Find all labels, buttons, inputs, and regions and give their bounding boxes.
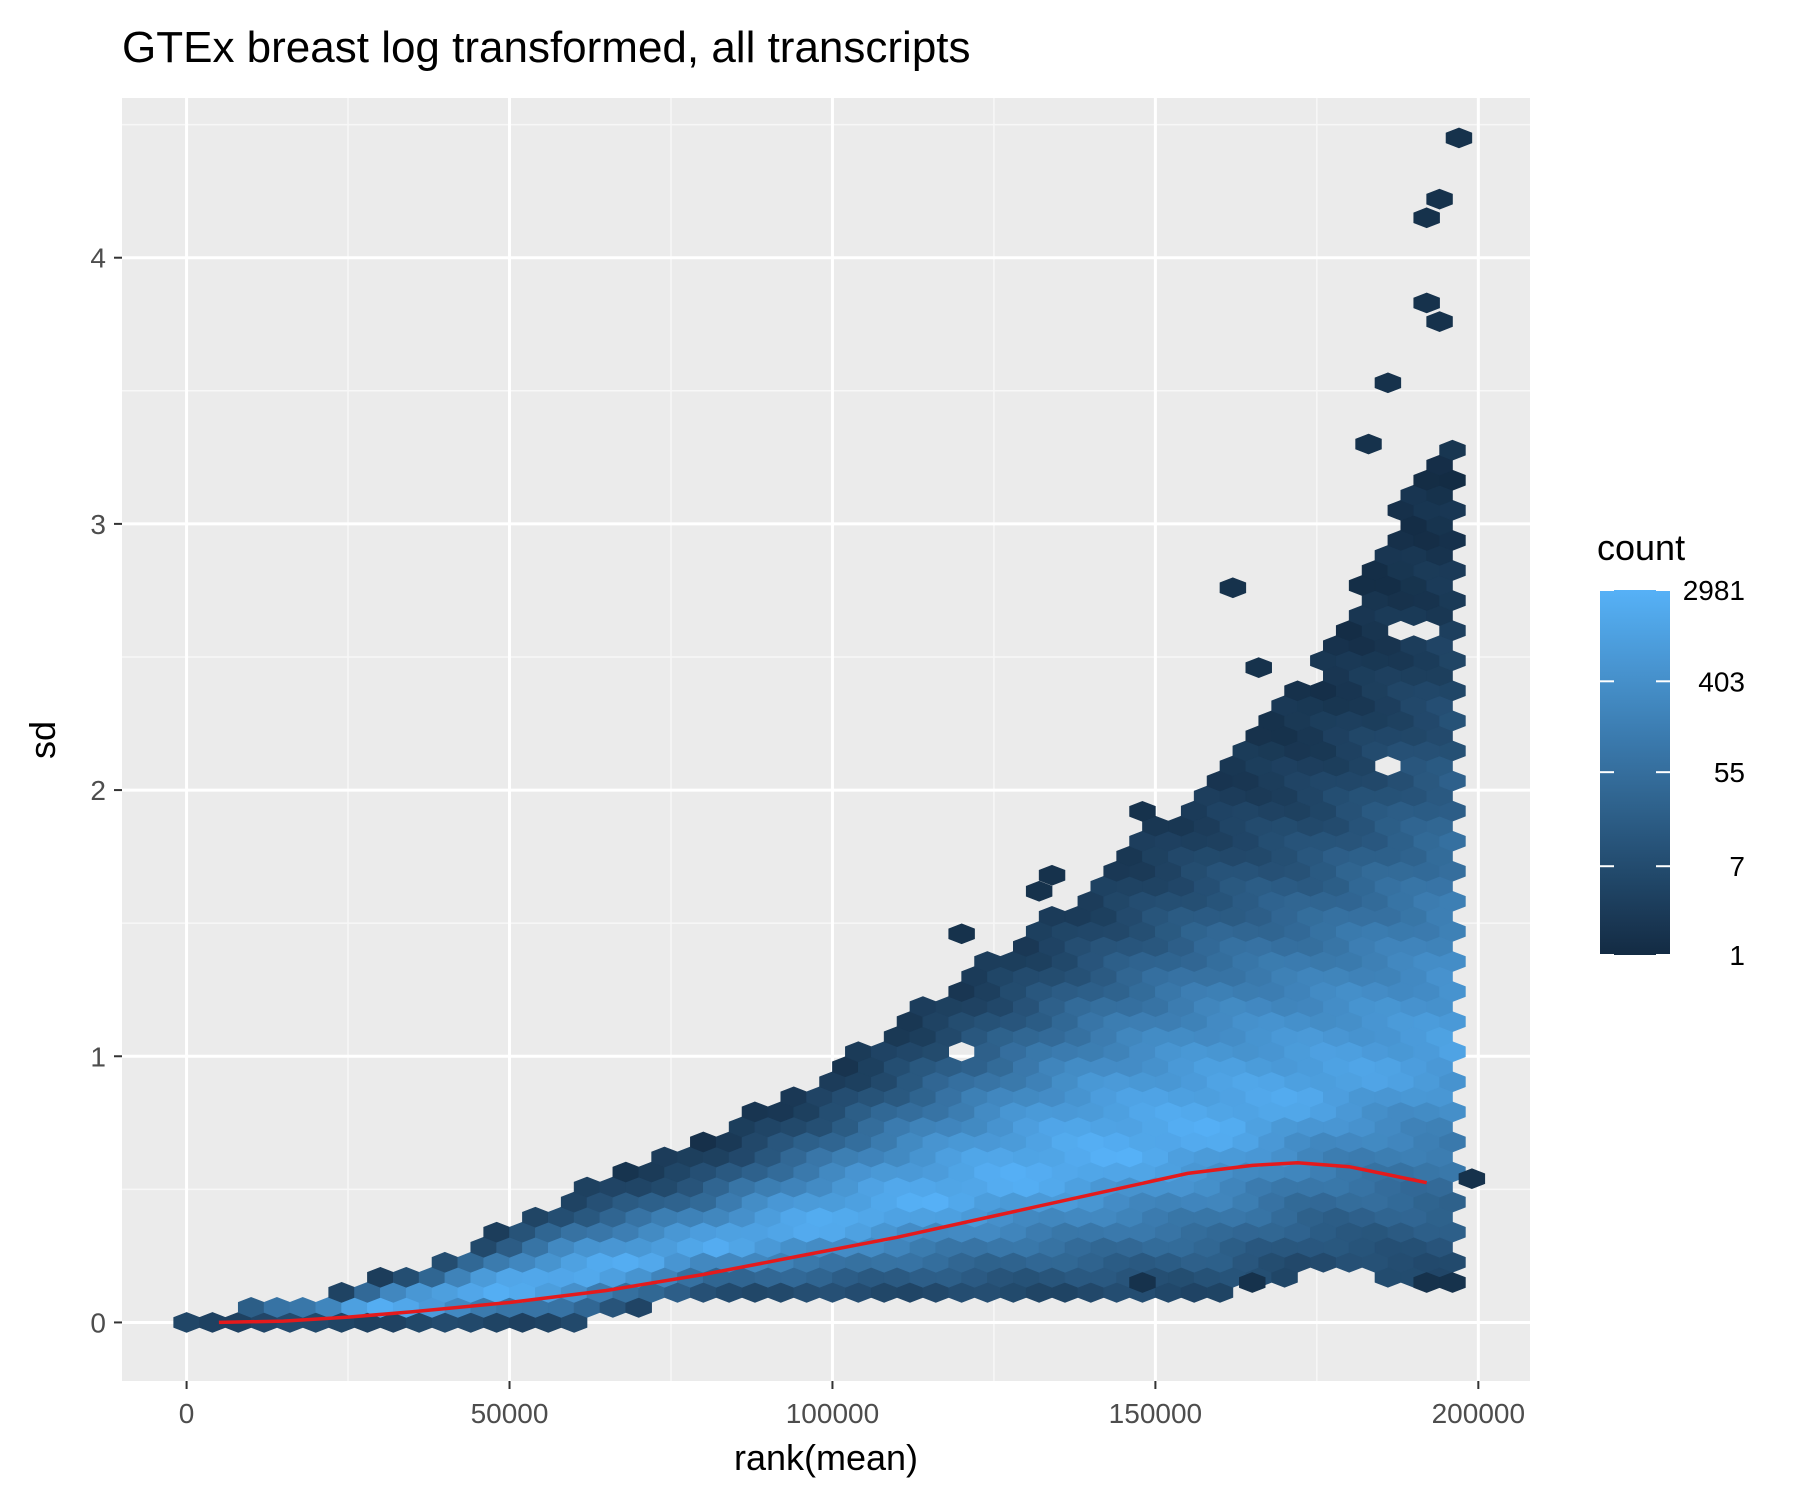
hex-cell-outlier [1426, 311, 1453, 332]
legend-title: count [1597, 527, 1685, 568]
hex-cell-outlier [1413, 207, 1440, 229]
major-gridlines [122, 98, 1530, 1381]
hex-cell-outlier [1038, 864, 1066, 886]
x-tick-label: 100000 [786, 1398, 879, 1429]
hex-cell-outlier [1239, 1272, 1266, 1293]
y-tick-label: 1 [90, 1041, 106, 1072]
y-axis-title: sd [22, 721, 63, 759]
y-tick-label: 0 [90, 1307, 106, 1338]
legend-tick-label: 403 [1698, 666, 1745, 697]
y-tick-label: 4 [90, 243, 106, 274]
hexbin-cells [173, 127, 1486, 1333]
hex-cell-outlier [1219, 577, 1247, 599]
hex-cell-outlier [1445, 127, 1473, 149]
hex-cell-outlier [1374, 372, 1402, 394]
legend-tick-label: 7 [1729, 851, 1745, 882]
hex-cell-outlier [1426, 188, 1453, 210]
hex-cell-outlier [1129, 801, 1156, 822]
hex-cell [1439, 439, 1466, 461]
y-tick-label: 2 [90, 775, 106, 806]
minor-gridlines [122, 98, 1530, 1381]
hex-cell-outlier [1413, 292, 1440, 314]
hex-cell-outlier [1355, 433, 1382, 455]
hex-cell-outlier [948, 923, 975, 945]
chart-title: GTEx breast log transformed, all transcr… [122, 23, 971, 72]
hex-cell-outlier [1129, 1272, 1156, 1293]
x-tick-label: 50000 [471, 1398, 549, 1429]
x-tick-label: 150000 [1109, 1398, 1202, 1429]
x-axis-title: rank(mean) [734, 1437, 918, 1478]
smooth-trend-line [218, 1160, 1428, 1325]
hex-cell-outlier [1025, 880, 1053, 902]
y-axis: 0 1 2 3 4 [90, 243, 122, 1338]
x-tick-label: 0 [179, 1398, 195, 1429]
x-axis: 0 50000 100000 150000 200000 [179, 1381, 1525, 1429]
legend-tick-label: 2981 [1683, 575, 1745, 606]
y-tick-label: 3 [90, 509, 106, 540]
color-legend: count 1 7 55 403 2981 [1597, 527, 1745, 971]
hex-cell-outlier [1245, 657, 1272, 678]
legend-tick-label: 1 [1729, 940, 1745, 971]
legend-tick-label: 55 [1714, 757, 1745, 788]
hex-cell-outlier [1458, 1168, 1486, 1190]
legend-ticks: 1 7 55 403 2981 [1600, 575, 1745, 971]
x-tick-label: 200000 [1432, 1398, 1525, 1429]
hex-cell-outlier [1439, 1272, 1466, 1293]
